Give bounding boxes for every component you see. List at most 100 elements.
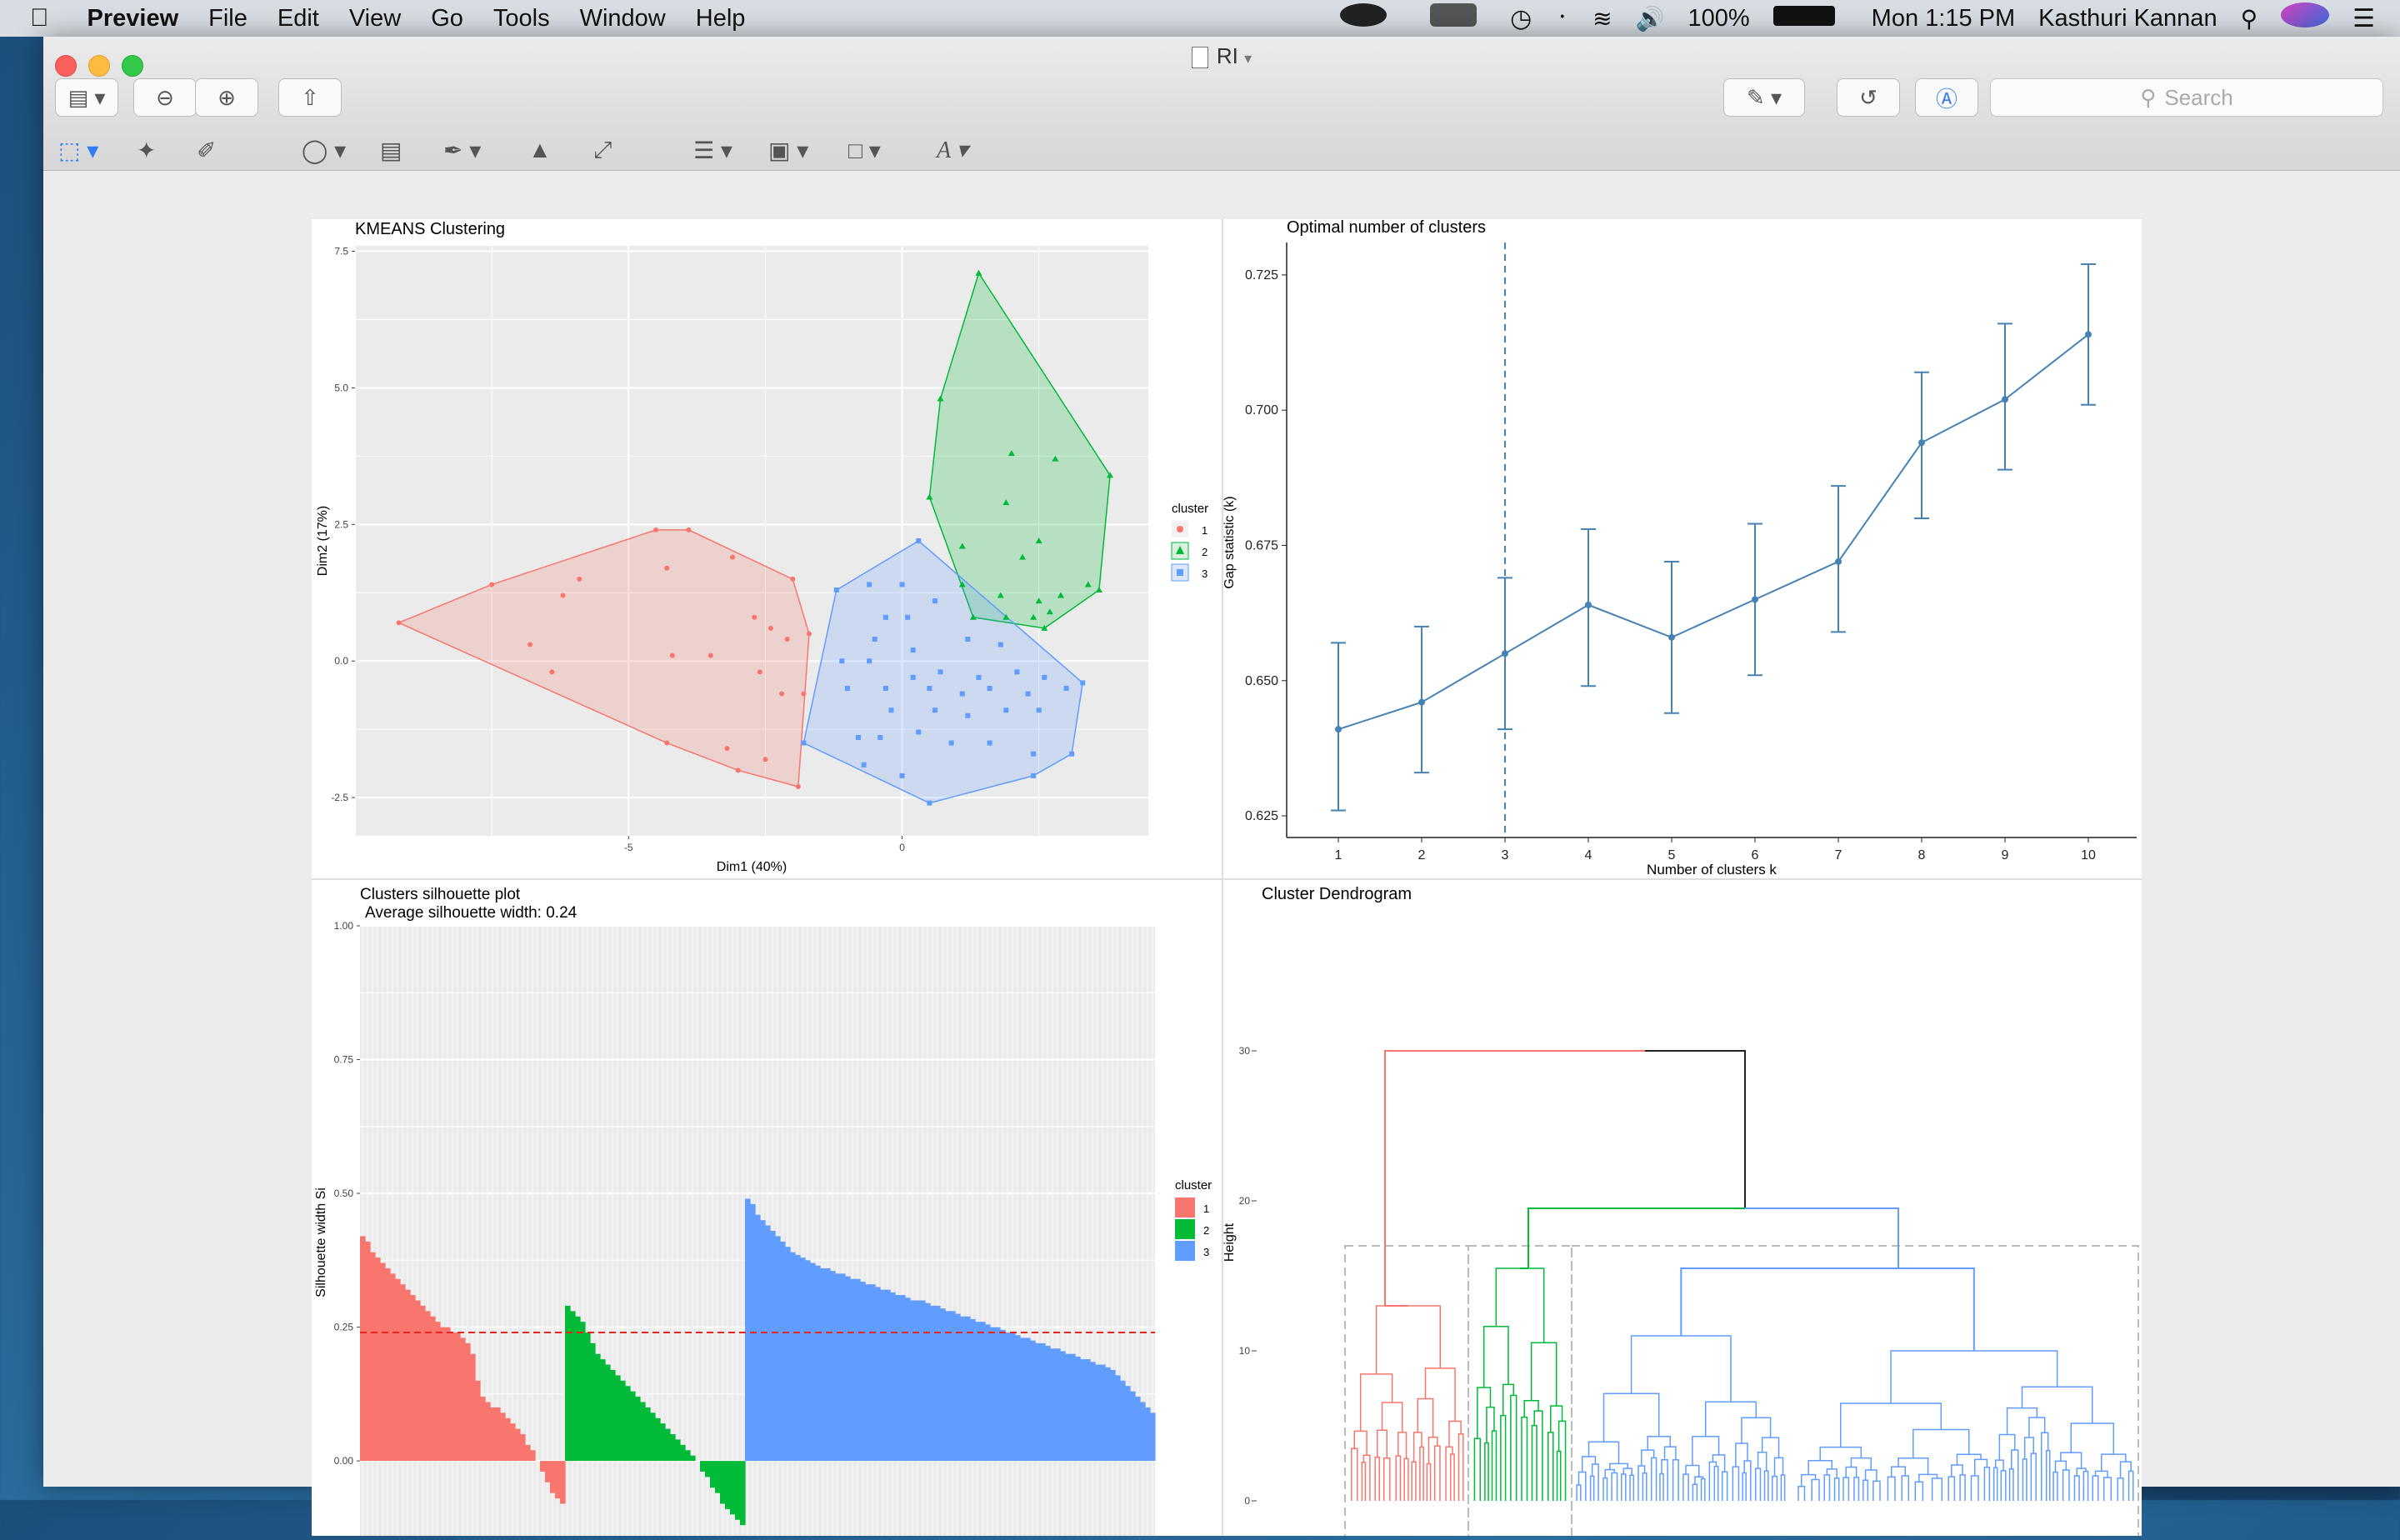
silhouette-bar-3 — [925, 1302, 931, 1462]
fill-color-tool[interactable]: □ ▾ — [848, 137, 881, 163]
signature-tool[interactable]: ✒ ▾ — [443, 137, 482, 163]
notification-center-icon[interactable]: ☰ — [2352, 4, 2375, 32]
dendro-cluster-3-merge — [1713, 1466, 1719, 1477]
dendro-cluster-3-merge — [1692, 1436, 1720, 1466]
silhouette-bar-3 — [965, 1316, 971, 1462]
zoom-button[interactable] — [122, 55, 143, 77]
kmeans-grid — [354, 246, 1148, 836]
dendro-cluster-3-merge — [1890, 1466, 1906, 1478]
silhouette-bar-2 — [585, 1332, 591, 1462]
rect-select-tool[interactable]: ⬚ ▾ — [58, 137, 99, 163]
adjust-size-tool[interactable]: ⤢ — [593, 136, 612, 162]
cluster-3-point — [905, 614, 911, 620]
text-style-tool[interactable]: A ▾ — [937, 138, 968, 163]
kmeans-xlabel: Dim1 (40%) — [717, 860, 787, 874]
rotate-button[interactable]: ↺ — [1837, 78, 1900, 117]
text-tool[interactable]: ▤ — [380, 137, 402, 163]
menu-edit[interactable]: Edit — [258, 4, 319, 32]
silhouette-bar-3 — [1015, 1335, 1021, 1462]
dendro-cluster-3-merge — [2052, 1471, 2058, 1483]
sketch-tool[interactable]: ✐ — [197, 137, 217, 163]
dendro-cluster-3-merge — [1840, 1402, 1942, 1448]
bluetooth-icon[interactable]: ᛫ — [1555, 5, 1570, 31]
dendro-cluster-3-merge — [1578, 1471, 1587, 1486]
silhouette-ytick-label: 0.25 — [334, 1322, 354, 1333]
dendro-cluster-2-merge — [1486, 1406, 1495, 1443]
silhouette-bar-3 — [960, 1316, 966, 1462]
dendro-cluster-1-merge — [1458, 1433, 1464, 1456]
user-name[interactable]: Kasthuri Kannan — [2038, 4, 2218, 32]
menu-file[interactable]: File — [189, 4, 248, 32]
menu-window[interactable]: Window — [561, 4, 666, 32]
cluster-1-point — [664, 565, 670, 571]
search-input[interactable]: ⚲ Search — [1990, 78, 2383, 117]
dendro-cluster-3-merge — [2117, 1477, 2124, 1483]
status-app-icon[interactable] — [1318, 3, 1408, 33]
dendro-cluster-3-merge — [2101, 1453, 2127, 1472]
silhouette-bar-2 — [630, 1391, 636, 1462]
document-area: KMEANS Clustering 7.5 5.0 2.5 0.0 -2.5 -5 0 D… — [43, 171, 2400, 1540]
dendrogram-plot: Cluster Dendrogram 30 20 10 0 Height — [1222, 885, 2139, 1540]
kmeans-legend-swatch-2 — [1176, 546, 1184, 554]
status-app2-icon[interactable] — [1408, 3, 1498, 33]
cluster-1-point — [779, 691, 785, 697]
zoom-in-button[interactable]: ⊕ — [195, 78, 258, 117]
silhouette-bar-3 — [1070, 1353, 1076, 1462]
time-machine-icon[interactable]: ◷ — [1510, 4, 1532, 32]
menu-view[interactable]: View — [330, 4, 401, 32]
shape-style-tool[interactable]: ☰ ▾ — [693, 137, 732, 163]
gap-ytick-label: 0.650 — [1245, 674, 1278, 688]
clock[interactable]: Mon 1:15 PM — [1871, 4, 2016, 32]
silhouette-bar-2 — [640, 1402, 646, 1462]
close-button[interactable] — [55, 55, 77, 77]
dendro-cluster-3-merge — [2073, 1475, 2080, 1486]
silhouette-bar-2 — [675, 1439, 681, 1462]
siri-icon[interactable] — [2269, 2, 2341, 34]
silhouette-bar-3 — [885, 1289, 891, 1462]
dendro-cluster-1-merge — [1403, 1458, 1409, 1471]
menu-go[interactable]: Go — [412, 4, 463, 32]
cluster-1-point — [757, 669, 762, 675]
silhouette-bar-3 — [930, 1305, 936, 1462]
adjust-color-tool[interactable]: ▲ — [528, 137, 552, 162]
apple-icon[interactable]:  — [0, 4, 64, 32]
document-page[interactable]: KMEANS Clustering 7.5 5.0 2.5 0.0 -2.5 -5 0 D… — [312, 218, 2142, 1540]
share-button[interactable]: ⇧ — [278, 78, 342, 117]
silhouette-bar-1 — [480, 1397, 486, 1462]
border-color-tool[interactable]: ▣ ▾ — [768, 137, 809, 163]
battery-icon[interactable] — [1762, 5, 1847, 32]
kmeans-ytick-label: 2.5 — [334, 518, 348, 530]
silhouette-ytick-label: 0.50 — [334, 1188, 354, 1199]
menu-help[interactable]: Help — [677, 4, 746, 32]
menu-tools[interactable]: Tools — [474, 4, 550, 32]
wifi-icon[interactable]: ≋ — [1592, 5, 1612, 32]
spotlight-icon[interactable]: ⚲ — [2240, 5, 2258, 32]
gap-statistic-plot: Optimal number of clusters 0.725 0.700 0.6… — [1222, 218, 2137, 878]
zoom-out-button[interactable]: ⊖ — [133, 78, 197, 117]
chevron-down-icon[interactable]: ▾ — [1244, 50, 1252, 67]
shapes-tool[interactable]: ◯ ▾ — [302, 137, 347, 163]
gap-point — [1752, 596, 1758, 603]
dendro-cluster-1-merge — [1426, 1462, 1432, 1473]
silhouette-bar-3 — [760, 1220, 766, 1462]
silhouette-bar-3 — [795, 1254, 801, 1462]
sidebar-toggle-button[interactable]: ▤ ▾ — [55, 78, 118, 117]
instant-alpha-tool[interactable]: ✦ — [137, 137, 157, 163]
silhouette-bar-3 — [1020, 1338, 1026, 1462]
silhouette-plot: Clusters silhouette plot Average silhoue… — [314, 886, 1212, 1536]
markup-pen-button[interactable]: ✎ ▾ — [1723, 78, 1805, 117]
dendro-cluster-3-merge — [1742, 1472, 1747, 1484]
silhouette-bar-3 — [1030, 1340, 1036, 1462]
gap-xlabel: Number of clusters k — [1647, 862, 1777, 878]
minimize-button[interactable] — [88, 55, 110, 77]
cluster-box-1 — [1344, 1245, 1469, 1540]
cluster-1-point — [762, 757, 768, 762]
cluster-1-point — [752, 614, 758, 620]
battery-percent[interactable]: 100% — [1688, 4, 1750, 32]
markup-toolbar-button[interactable]: Ⓐ — [1915, 78, 1978, 117]
cluster-3-point — [932, 598, 938, 604]
volume-icon[interactable]: 🔊 — [1635, 5, 1665, 32]
cluster-1-point — [549, 669, 555, 675]
menu-app[interactable]: Preview — [68, 4, 179, 32]
dendro-cluster-3-merge — [1912, 1428, 1970, 1458]
